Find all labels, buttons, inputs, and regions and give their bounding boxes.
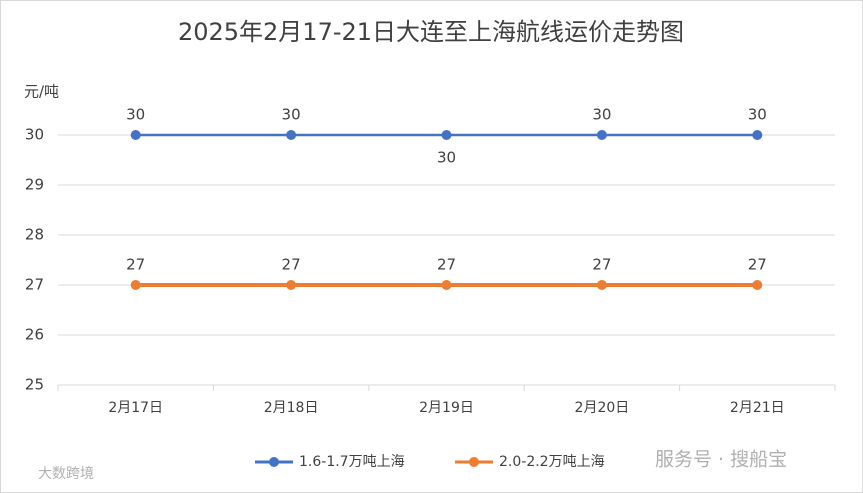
x-tick-label: 2月19日: [419, 400, 474, 416]
watermark: 大数跨境: [38, 466, 94, 482]
legend-marker: [269, 457, 279, 467]
y-tick-label: 27: [25, 276, 44, 294]
y-tick-label: 30: [25, 126, 44, 144]
data-label: 27: [126, 256, 145, 274]
x-tick-label: 2月18日: [264, 400, 319, 416]
y-tick-label: 28: [25, 226, 44, 244]
point: [596, 130, 607, 140]
x-tick-label: 2月17日: [108, 400, 163, 416]
y-tick-label: 29: [25, 176, 44, 194]
x-tick-label: 2月20日: [575, 400, 630, 416]
data-label: 30: [748, 106, 767, 124]
data-label: 30: [592, 106, 611, 124]
x-tick-label: 2月21日: [730, 400, 785, 416]
point: [441, 130, 452, 140]
chart-title: 2025年2月17-21日大连至上海航线运价走势图: [178, 18, 684, 46]
data-label: 30: [282, 106, 301, 124]
legend-label: 2.0-2.2万吨上海: [499, 454, 605, 470]
legend-marker: [469, 457, 479, 467]
data-label: 27: [748, 256, 767, 274]
point: [752, 130, 763, 140]
point: [752, 280, 763, 290]
data-label: 27: [282, 256, 301, 274]
data-label: 30: [126, 106, 145, 124]
y-tick-label: 25: [25, 376, 44, 394]
y-tick-label: 26: [25, 326, 44, 344]
data-label: 27: [592, 256, 611, 274]
point: [130, 280, 141, 290]
point: [596, 280, 607, 290]
data-label: 27: [437, 256, 456, 274]
point: [286, 280, 297, 290]
y-axis-label: 元/吨: [24, 83, 59, 101]
point: [286, 130, 297, 140]
legend-label: 1.6-1.7万吨上海: [299, 454, 405, 470]
watermark: 服务号 · 搜船宝: [655, 449, 787, 471]
point: [130, 130, 141, 140]
point: [441, 280, 452, 290]
data-label: 30: [437, 149, 456, 167]
